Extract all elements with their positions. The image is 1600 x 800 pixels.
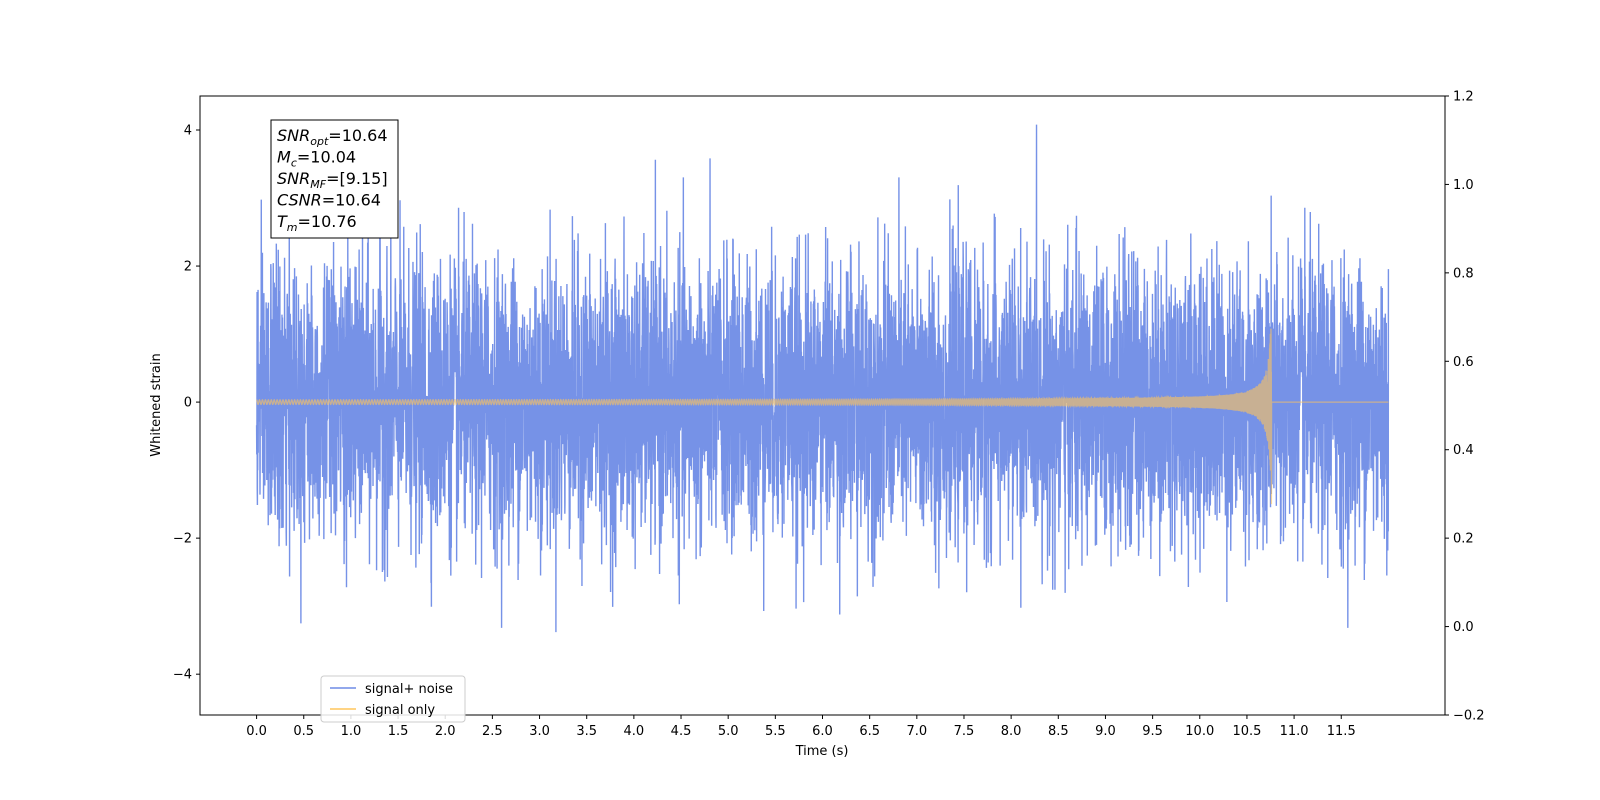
legend-label-signal-only: signal only (365, 703, 435, 718)
series-signal-only-line (256, 328, 1389, 505)
annotation-subscript: m (287, 221, 298, 234)
annotation-symbol: M (277, 148, 291, 167)
annotation-value: =10.76 (298, 212, 357, 231)
plot-series-layer (255, 124, 1390, 633)
annotation-symbol: SNR (277, 169, 310, 188)
y2-tick-label: 0.8 (1453, 266, 1474, 281)
annotation-symbol: T (277, 212, 288, 231)
x-tick-label: 2.0 (435, 724, 456, 739)
annotation-subscript: c (291, 157, 297, 170)
legend-label-signal-noise: signal+ noise (365, 682, 453, 697)
y-tick-label: 0 (184, 396, 192, 411)
annotation-value: =10.64 (322, 191, 381, 210)
annotation-line: CSNR=10.64 (277, 191, 381, 210)
x-tick-label: 7.0 (906, 724, 927, 739)
series-signal-noise-line (255, 124, 1390, 633)
x-tick-label: 8.5 (1048, 724, 1069, 739)
y2-tick-label: 1.2 (1453, 90, 1474, 105)
x-tick-label: 6.0 (812, 724, 833, 739)
x-tick-label: 3.0 (529, 724, 550, 739)
x-axis-ticks: 0.0 0.5 1.0 1.5 2.0 2.5 3.0 3.5 4.0 4.5 5.0 5.5 6.0 6… (246, 715, 1356, 739)
x-tick-label: 11.5 (1327, 724, 1356, 739)
x-tick-label: 0.0 (246, 724, 267, 739)
x-tick-label: 9.5 (1142, 724, 1163, 739)
annotation-value: =10.04 (297, 148, 356, 167)
x-tick-label: 10.5 (1232, 724, 1261, 739)
x-tick-label: 5.0 (718, 724, 739, 739)
y-tick-label: −4 (173, 668, 192, 683)
y2-tick-label: 1.0 (1453, 178, 1474, 193)
annotation-symbol: SNR (277, 126, 310, 145)
x-tick-label: 4.0 (624, 724, 645, 739)
x-tick-label: 2.5 (482, 724, 503, 739)
annotation-box: SNRopt=10.64Mc=10.04SNRMF=[9.15]CSNR=10.… (270, 119, 399, 239)
x-tick-label: 1.0 (341, 724, 362, 739)
x-tick-label: 3.5 (576, 724, 597, 739)
annotation-value: =[9.15] (326, 169, 388, 188)
annotation-subscript: opt (310, 135, 329, 148)
y-tick-label: 4 (184, 124, 192, 139)
y2-tick-label: 0.2 (1453, 532, 1474, 547)
x-tick-label: 11.0 (1280, 724, 1309, 739)
annotation-line: Tm=10.76 (277, 212, 357, 234)
x-tick-label: 0.5 (293, 724, 314, 739)
annotation-subscript: MF (310, 178, 326, 191)
x-tick-label: 4.5 (671, 724, 692, 739)
x-axis-label: Time (s) (795, 744, 849, 759)
x-tick-label: 8.0 (1001, 724, 1022, 739)
annotation-value: =10.64 (328, 126, 387, 145)
x-tick-label: 6.5 (859, 724, 880, 739)
y2-tick-label: 0.0 (1453, 620, 1474, 635)
y-axis-ticks-right: −0.2 0.0 0.2 0.4 0.6 0.8 1.0 1.2 (1445, 90, 1485, 724)
x-tick-label: 9.0 (1095, 724, 1116, 739)
y-axis-ticks-left: −4 −2 0 2 4 (173, 124, 200, 683)
y-axis-label: Whitened strain (149, 353, 164, 456)
y-tick-label: −2 (173, 532, 192, 547)
annotation-lines: SNRopt=10.64Mc=10.04SNRMF=[9.15]CSNR=10.… (277, 126, 388, 234)
annotation-line: SNRopt=10.64 (277, 126, 388, 148)
legend: signal+ noise signal only (320, 675, 466, 723)
x-tick-label: 7.5 (954, 724, 975, 739)
annotation-line: SNRMF=[9.15] (277, 169, 388, 191)
x-tick-label: 5.5 (765, 724, 786, 739)
legend-frame (320, 675, 466, 723)
y2-tick-label: −0.2 (1453, 709, 1485, 724)
annotation-symbol: CSNR (277, 191, 322, 210)
annotation-line: Mc=10.04 (277, 148, 356, 170)
y-tick-label: 2 (184, 260, 192, 275)
x-tick-label: 10.0 (1185, 724, 1214, 739)
y2-tick-label: 0.6 (1453, 355, 1474, 370)
y2-tick-label: 0.4 (1453, 443, 1474, 458)
x-tick-label: 1.5 (388, 724, 409, 739)
annotation-box-frame (270, 119, 399, 239)
